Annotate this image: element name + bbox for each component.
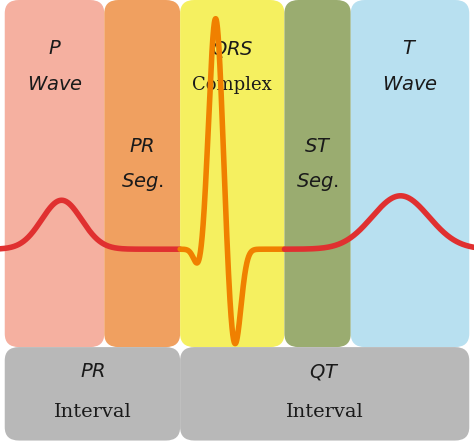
Text: $QRS$: $QRS$: [211, 39, 254, 59]
FancyBboxPatch shape: [284, 0, 351, 347]
Text: $ST$: $ST$: [304, 138, 331, 156]
Text: $Wave$: $Wave$: [382, 76, 438, 93]
Text: Interval: Interval: [54, 403, 131, 421]
Text: $PR$: $PR$: [80, 363, 105, 380]
FancyBboxPatch shape: [5, 347, 180, 441]
Text: $T$: $T$: [402, 40, 418, 58]
FancyBboxPatch shape: [180, 347, 469, 441]
FancyBboxPatch shape: [351, 0, 469, 347]
Text: $Seg.$: $Seg.$: [121, 171, 164, 194]
FancyBboxPatch shape: [180, 0, 284, 347]
FancyBboxPatch shape: [104, 0, 180, 347]
Text: Interval: Interval: [286, 403, 364, 421]
Text: Complex: Complex: [192, 76, 272, 93]
Text: $P$: $P$: [48, 40, 61, 58]
Text: $QT$: $QT$: [310, 362, 340, 381]
FancyBboxPatch shape: [5, 0, 104, 347]
Text: $Seg.$: $Seg.$: [296, 171, 339, 194]
Text: $PR$: $PR$: [129, 138, 155, 156]
Text: $Wave$: $Wave$: [27, 76, 82, 93]
